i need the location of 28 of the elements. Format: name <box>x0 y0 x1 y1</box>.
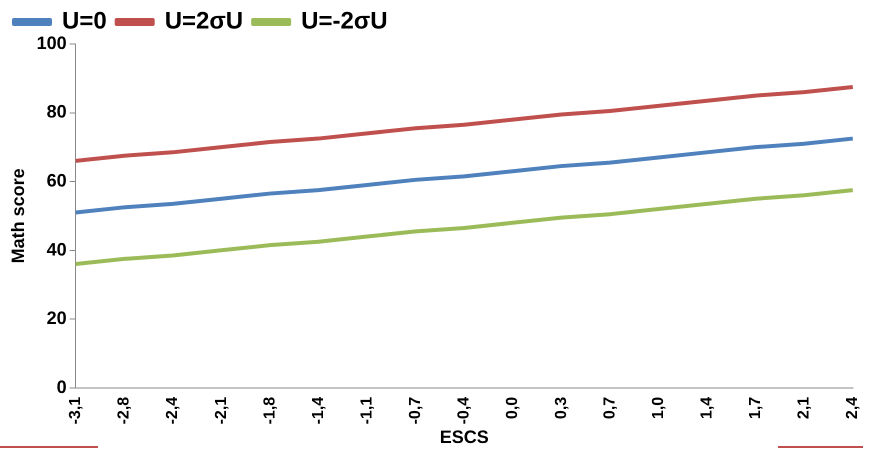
y-tick-label: 0 <box>56 376 67 397</box>
x-tick-label: -2,1 <box>212 396 230 424</box>
y-tick-label: 80 <box>46 102 67 122</box>
x-tick-label: 1,4 <box>698 396 716 420</box>
x-tick-label: 0,7 <box>601 396 618 420</box>
y-tick-label: 60 <box>46 170 67 190</box>
y-tick-label: 40 <box>46 239 67 260</box>
x-tick-label: -1,1 <box>358 396 376 424</box>
y-tick-label: 100 <box>36 32 67 53</box>
legend-label: U=2σU <box>164 8 244 35</box>
x-tick-label: -2,8 <box>116 396 133 424</box>
x-tick-label: 1,7 <box>747 396 764 420</box>
legend-label: U=-2σU <box>301 8 388 35</box>
x-tick-label: -0,4 <box>456 396 473 424</box>
x-tick-label: 0,3 <box>552 396 570 420</box>
y-axis-title: Math score <box>8 168 28 264</box>
x-tick-label: 1,0 <box>650 396 667 420</box>
x-tick-label: -3,1 <box>67 396 84 424</box>
y-tick-label: 20 <box>46 308 67 328</box>
x-axis-title: ESCS <box>440 427 489 448</box>
x-tick-label: 2,4 <box>844 396 862 420</box>
x-tick-label: -2,4 <box>164 396 182 424</box>
x-tick-label: -1,4 <box>310 396 327 424</box>
legend-label: U=0 <box>62 8 107 35</box>
x-tick-label: -1,8 <box>261 396 278 424</box>
x-tick-label: -0,7 <box>407 396 424 424</box>
x-tick-label: 2,1 <box>796 396 813 420</box>
x-tick-label: 0,0 <box>504 396 522 420</box>
